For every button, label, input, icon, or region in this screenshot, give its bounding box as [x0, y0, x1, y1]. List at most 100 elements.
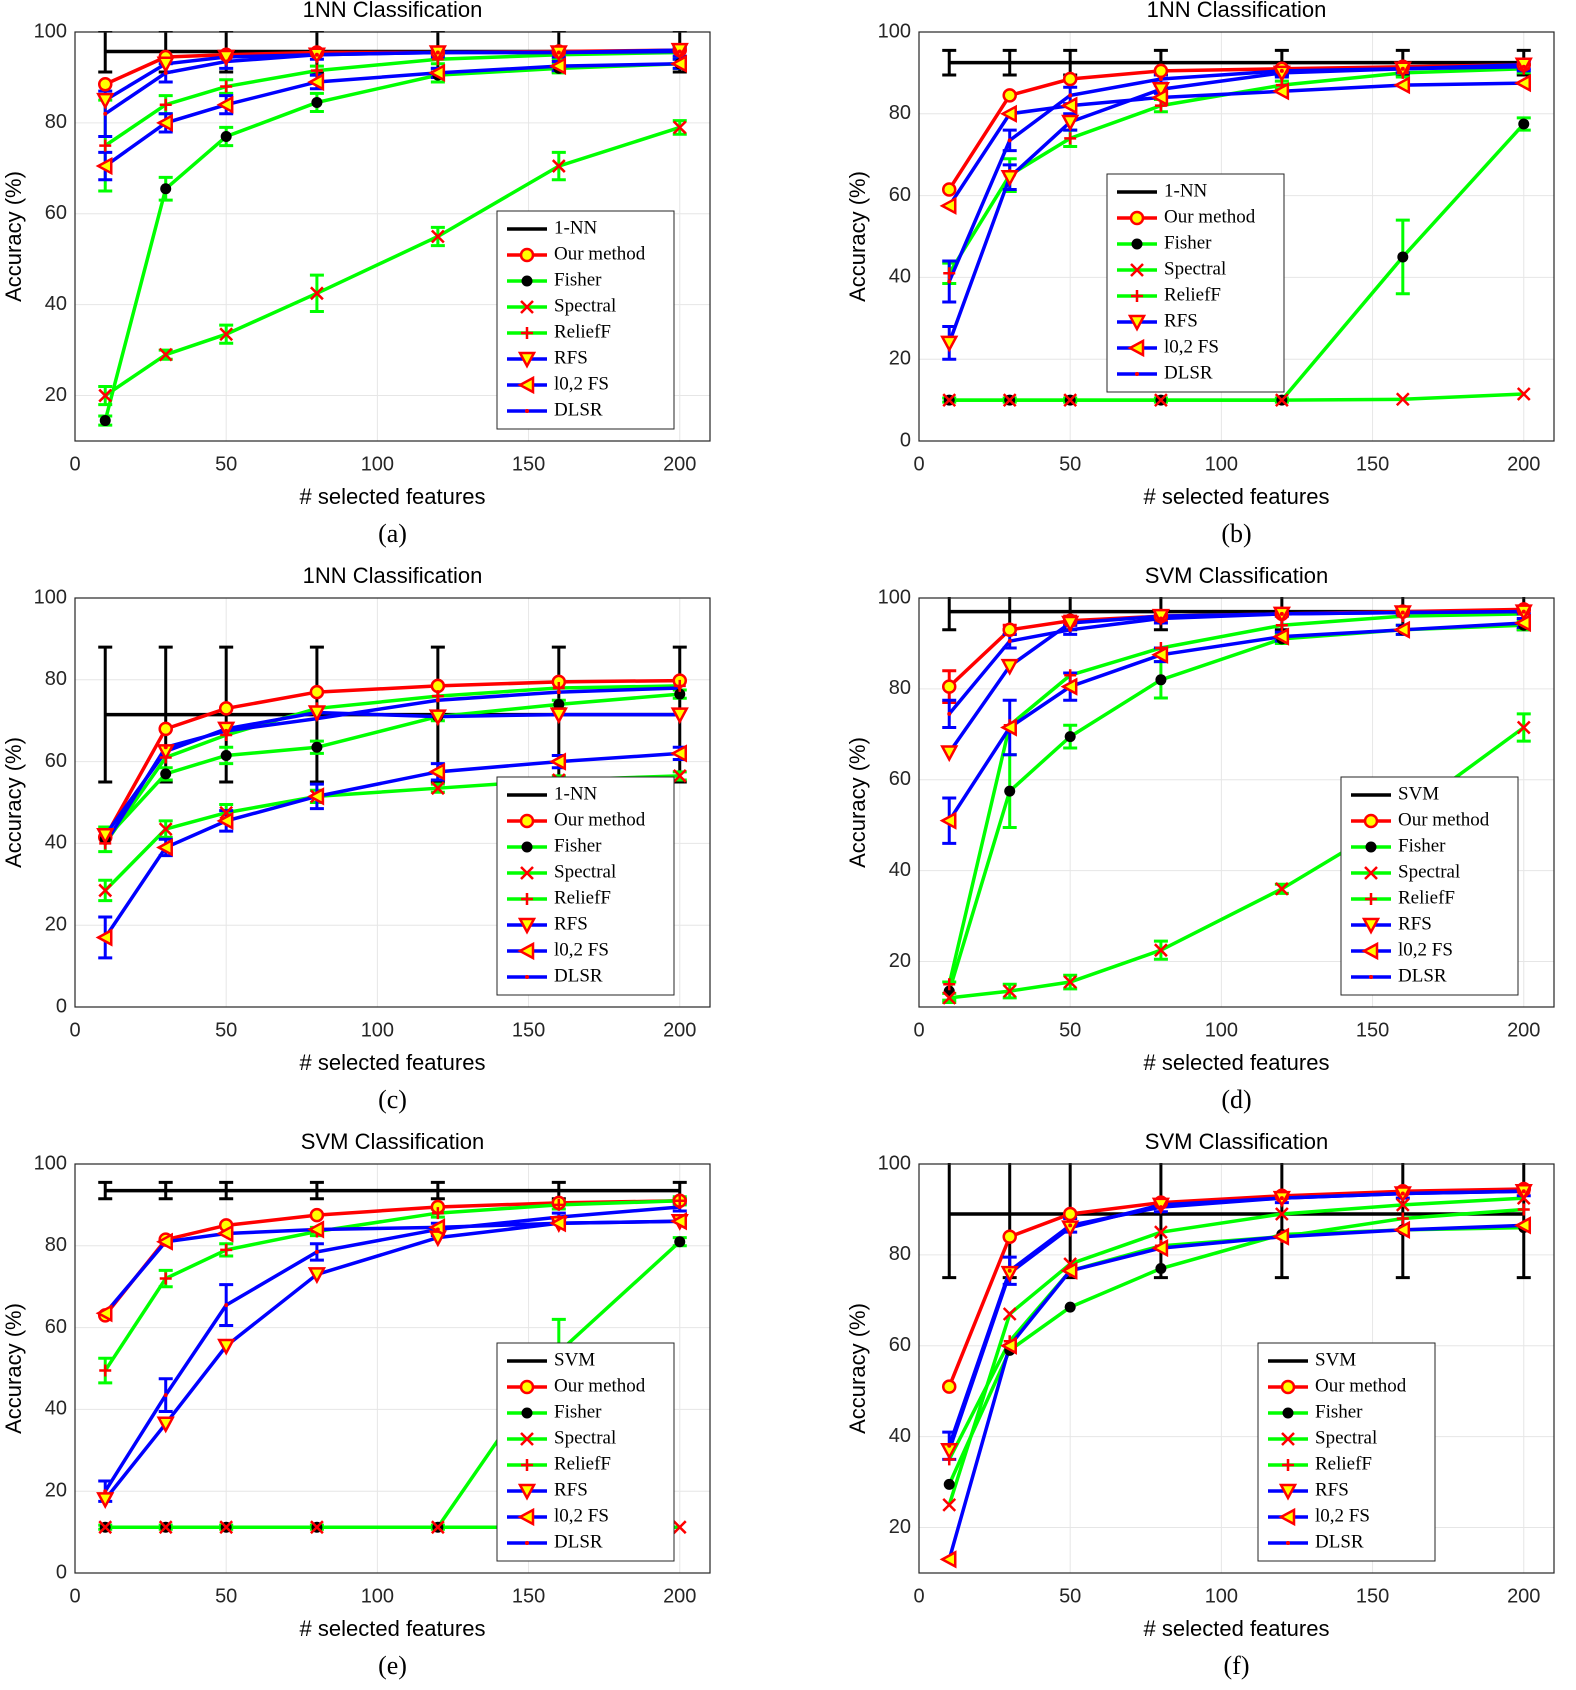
legend-marker [1129, 210, 1145, 226]
x-tick-label: 50 [1059, 453, 1081, 475]
marker [430, 678, 446, 694]
x-tick-label: 150 [512, 453, 545, 475]
marker [943, 978, 956, 991]
legend-label: ReliefF [1398, 887, 1455, 908]
legend-marker [517, 1483, 537, 1501]
x-tick-label: 200 [1507, 453, 1540, 475]
marker [1064, 132, 1077, 145]
legend-marker [521, 893, 533, 905]
legend-label: RFS [1398, 913, 1432, 934]
y-tick-label: 20 [45, 384, 67, 406]
marker [1397, 251, 1409, 263]
marker [1063, 393, 1078, 407]
legend-box [496, 210, 675, 430]
marker [1000, 718, 1017, 737]
marker [224, 1303, 229, 1308]
legend-label: l0,2 FS [1315, 1505, 1370, 1526]
legend-marker [521, 1407, 533, 1419]
x-tick-label: 100 [361, 1585, 394, 1607]
y-tick-label: 80 [45, 668, 67, 690]
marker [1154, 393, 1168, 407]
plot [939, 1163, 1533, 1569]
marker [430, 1520, 445, 1535]
legend-box [1340, 776, 1519, 996]
marker [941, 1379, 957, 1394]
legend-label: DLSR [554, 965, 603, 986]
legend-label: 1-NN [554, 783, 598, 804]
y-tick-label: 60 [889, 1334, 911, 1356]
y-tick-label: 100 [34, 20, 67, 42]
marker [1274, 881, 1289, 896]
marker [220, 131, 232, 143]
y-tick-label: 80 [45, 1234, 67, 1256]
marker [673, 1194, 686, 1207]
legend-label: l0,2 FS [554, 373, 609, 394]
legend-marker [1282, 1407, 1294, 1419]
x-tick-label: 0 [69, 453, 80, 475]
legend-label: Fisher [554, 835, 602, 856]
legend-label: ReliefF [554, 321, 611, 342]
legend-label: RFS [554, 347, 588, 368]
legend-marker [1131, 238, 1143, 250]
marker [941, 679, 957, 694]
y-tick-label: 0 [56, 995, 67, 1017]
plot [95, 645, 689, 960]
legend-marker [1286, 1541, 1290, 1545]
marker [95, 928, 113, 947]
marker [430, 229, 445, 244]
legend-label: RFS [1315, 1479, 1349, 1500]
marker [1000, 104, 1017, 123]
marker [1514, 613, 1532, 633]
marker [311, 96, 323, 108]
legend-box [496, 1342, 675, 1562]
marker [217, 49, 236, 67]
y-tick-label: 40 [889, 266, 911, 288]
x-tick-label: 50 [215, 453, 237, 475]
marker [311, 741, 323, 753]
axes-frame [74, 597, 711, 1008]
marker [98, 1520, 113, 1535]
y-tick-label: 40 [889, 859, 911, 881]
x-tick-label: 200 [663, 1585, 696, 1607]
marker [1155, 674, 1167, 686]
marker [103, 111, 108, 116]
legend-marker [517, 351, 537, 369]
legend-label: Our method [554, 243, 646, 264]
chart-title: 1NN Classification [1147, 0, 1327, 22]
marker [156, 1416, 175, 1434]
marker [1393, 620, 1411, 639]
axes-frame [918, 1163, 1555, 1574]
legend-label: Our method [1164, 206, 1256, 227]
error-bar [98, 31, 113, 74]
legend-label: l0,2 FS [1398, 939, 1453, 960]
legend-label: ReliefF [1164, 284, 1221, 305]
marker [220, 749, 232, 761]
x-axis-label: # selected features [300, 484, 486, 509]
marker [1007, 138, 1012, 143]
marker [307, 72, 325, 92]
marker [1002, 984, 1017, 998]
marker [1002, 393, 1017, 407]
marker [1158, 1205, 1163, 1210]
marker [163, 70, 168, 75]
marker [435, 1227, 440, 1232]
legend-label: DLSR [554, 399, 603, 420]
axes-frame [74, 1163, 711, 1574]
marker [549, 56, 567, 76]
marker [947, 279, 952, 284]
marker [98, 388, 113, 403]
caption: (f) [1224, 1651, 1250, 1680]
x-tick-label: 50 [215, 1585, 237, 1607]
y-tick-label: 20 [45, 1479, 67, 1501]
legend-label: Fisher [554, 269, 602, 290]
marker [1151, 1238, 1169, 1258]
marker [1151, 645, 1169, 664]
marker [1521, 1189, 1526, 1194]
y-tick-label: 40 [45, 293, 67, 315]
x-tick-label: 0 [913, 1019, 924, 1041]
marker [672, 120, 687, 135]
legend-marker [1278, 1507, 1296, 1527]
error-bar [942, 48, 957, 77]
caption: (a) [378, 519, 407, 548]
